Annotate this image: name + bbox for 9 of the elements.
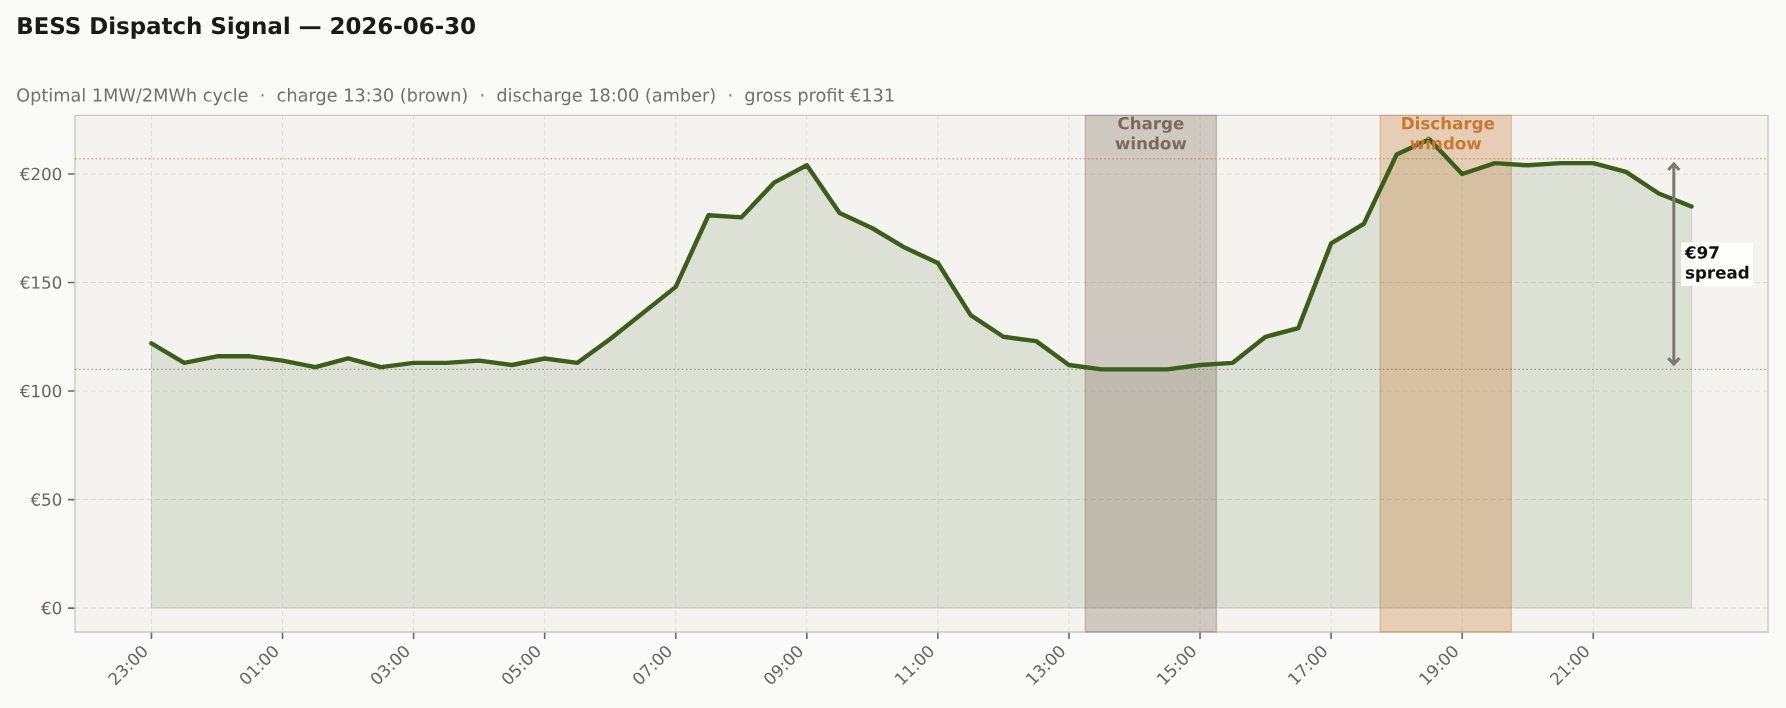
band-label: Charge window [1115,116,1187,150]
chart-title: BESS Dispatch Signal — 2026-06-30 [18,16,475,39]
y-tick-label: €0 [41,601,62,615]
chart-subtitle: Optimal 1MW/2MWh cycle · charge 13:30 (brown) · discharge 18:00 (amber) · gross profit €131 [17,88,894,106]
y-tick-label: €50 [30,493,62,506]
y-tick-label: €150 [19,276,62,289]
annotation: €97 spread [1684,246,1749,283]
y-tick-label: €200 [19,167,62,181]
y-tick-label: €100 [19,384,62,398]
